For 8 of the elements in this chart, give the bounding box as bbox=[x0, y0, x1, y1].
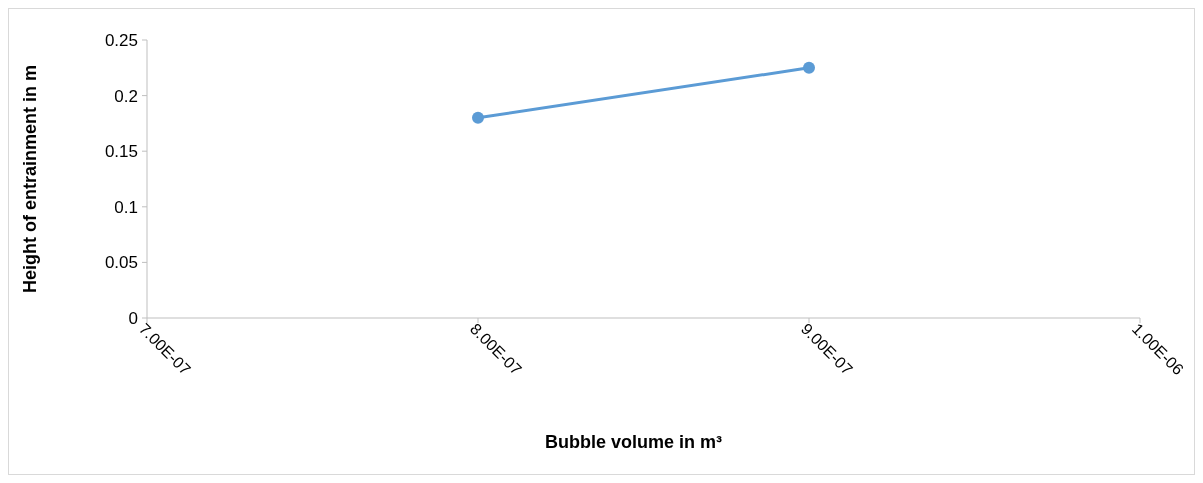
y-tick-label: 0.1 bbox=[114, 197, 138, 217]
y-tick-label: 0.25 bbox=[104, 30, 138, 50]
x-axis-title: Bubble volume in m³ bbox=[544, 432, 723, 452]
y-tick-label: 0.2 bbox=[114, 86, 138, 106]
y-tick-label: 0 bbox=[128, 308, 138, 328]
y-axis-title: Height of entrainment in m bbox=[20, 64, 40, 294]
y-tick-label: 0.05 bbox=[104, 253, 138, 273]
y-tick-label: 0.15 bbox=[104, 142, 138, 162]
